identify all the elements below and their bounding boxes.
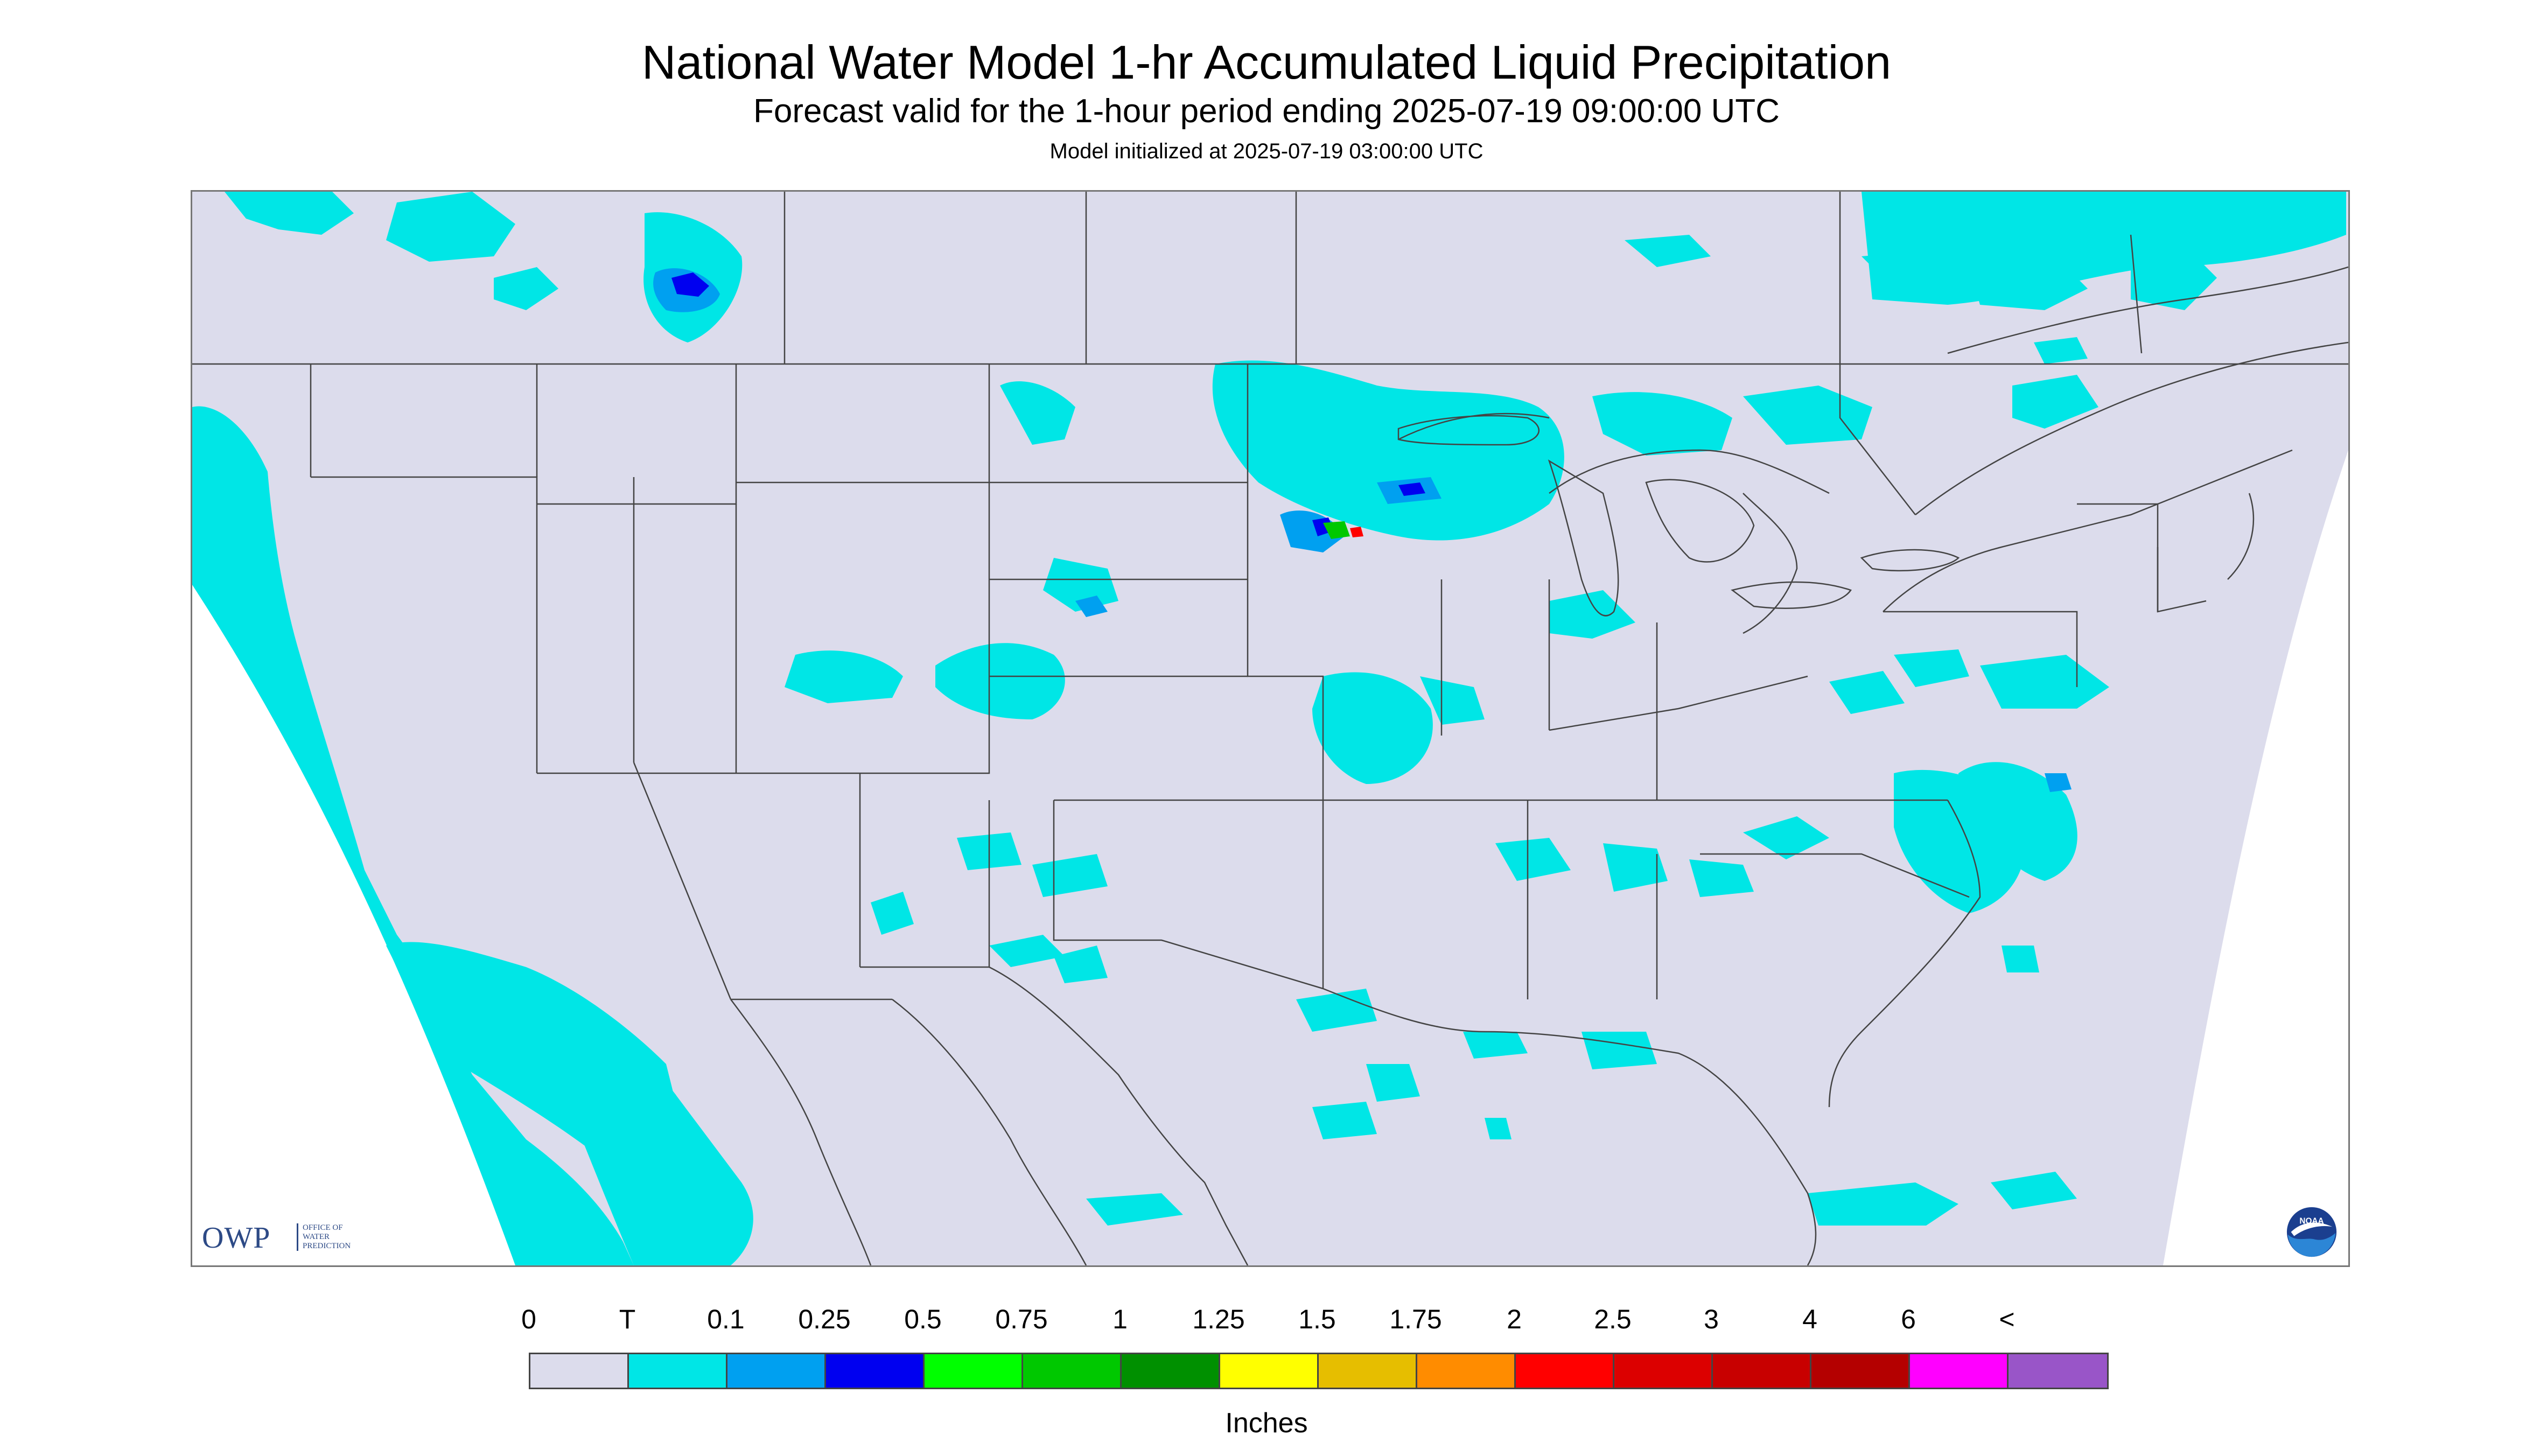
legend-tick-label: 0 [521,1304,536,1334]
legend-tick-label: 1.75 [1389,1304,1442,1334]
owp-logo-text: OFFICE OF WATER PREDICTION [297,1223,383,1251]
precip-green-areas [1323,521,1350,539]
legend-tick-label: 1.25 [1192,1304,1245,1334]
political-boundaries [192,192,2348,1265]
legend-tick-label: 1.5 [1298,1304,1336,1334]
legend-swatch [1713,1354,1811,1388]
precipitation-map: OWP OFFICE OF WATER PREDICTION NOAA [191,190,2350,1267]
legend-tick-label: 0.1 [707,1304,745,1334]
legend-tick-label: 3 [1704,1304,1719,1334]
legend-swatch [1516,1354,1614,1388]
legend-swatch [1122,1354,1220,1388]
legend-tick-label: T [619,1304,636,1334]
great-lakes [1397,415,1960,617]
legend-tick-label: 4 [1802,1304,1817,1334]
legend-swatch [925,1354,1023,1388]
owp-logo-letters: OWP [202,1221,271,1255]
legend-units-label: Inches [1225,1408,1308,1439]
legend-swatch [1023,1354,1122,1388]
legend-tick-labels: 0 T 0.1 0.25 0.5 0.75 1 1.25 1.5 1.75 2 2.5 3 4 6 < [0,1303,2533,1335]
legend-swatch [1319,1354,1417,1388]
model-domain [192,192,2348,1265]
legend-swatch [727,1354,826,1388]
legend-tick-label: < [1999,1304,2015,1334]
legend-color-bar [529,1353,2109,1389]
precip-red-area [1350,527,1363,537]
legend-tick-label: 0.75 [995,1304,1048,1334]
precip-light-areas [192,192,2346,1265]
legend-swatch [1220,1354,1319,1388]
legend-swatch [530,1354,629,1388]
legend-tick-label: 2 [1507,1304,1522,1334]
map-canvas [192,192,2348,1265]
owp-logo: OWP OFFICE OF WATER PREDICTION [202,1220,380,1256]
legend-swatch [629,1354,727,1388]
legend-swatch [1614,1354,1713,1388]
legend-tick-label: 0.5 [904,1304,942,1334]
legend-tick-label: 1 [1112,1304,1128,1334]
model-init-caption: Model initialized at 2025-07-19 03:00:00… [1049,139,1484,163]
legend-tick-label: 6 [1901,1304,1916,1334]
noaa-logo: NOAA [2286,1207,2337,1257]
legend-swatch [826,1354,925,1388]
legend-swatch [1811,1354,1910,1388]
legend-swatch [1417,1354,1516,1388]
forecast-valid-subtitle: Forecast valid for the 1-hour period end… [753,93,1780,130]
map-title: National Water Model 1-hr Accumulated Li… [641,36,1892,89]
legend-swatch [2009,1354,2107,1388]
noaa-logo-text: NOAA [2299,1217,2324,1226]
legend-swatch [1910,1354,2009,1388]
legend-tick-label: 2.5 [1594,1304,1632,1334]
legend-tick-label: 0.25 [798,1304,851,1334]
